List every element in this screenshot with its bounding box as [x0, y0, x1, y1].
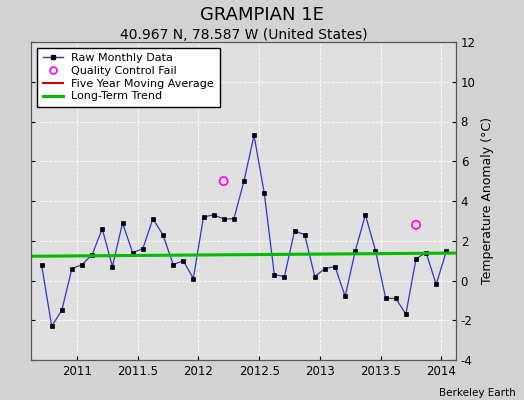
Text: GRAMPIAN 1E: GRAMPIAN 1E	[200, 6, 324, 24]
Title: 40.967 N, 78.587 W (United States): 40.967 N, 78.587 W (United States)	[120, 28, 367, 42]
Legend: Raw Monthly Data, Quality Control Fail, Five Year Moving Average, Long-Term Tren: Raw Monthly Data, Quality Control Fail, …	[37, 48, 220, 107]
Point	[412, 222, 420, 228]
Point	[220, 178, 228, 184]
Text: Berkeley Earth: Berkeley Earth	[440, 388, 516, 398]
Y-axis label: Temperature Anomaly (°C): Temperature Anomaly (°C)	[482, 118, 494, 284]
